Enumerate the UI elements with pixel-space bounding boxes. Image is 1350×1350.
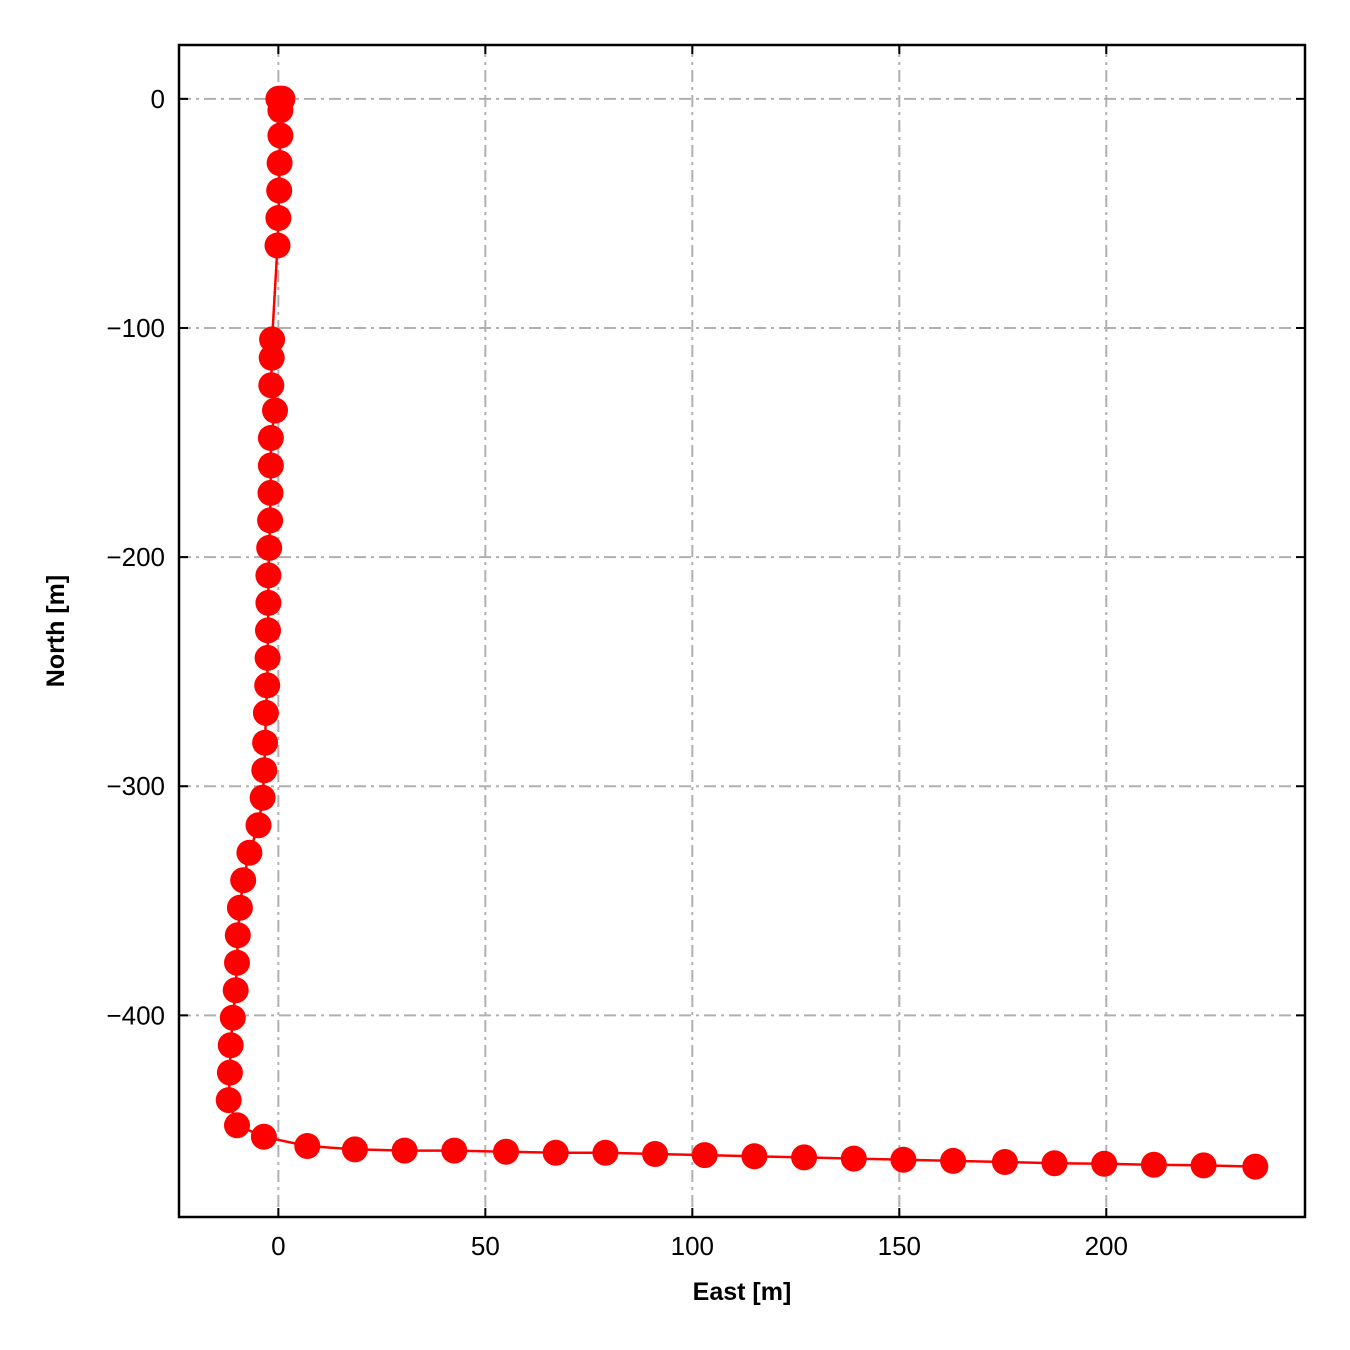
series <box>215 85 1269 1180</box>
data-point <box>890 1146 917 1173</box>
data-point <box>250 1123 277 1150</box>
data-point <box>691 1142 718 1169</box>
y-tick-label: −100 <box>106 313 165 343</box>
data-point <box>219 1004 246 1031</box>
data-point <box>224 922 251 949</box>
data-point <box>258 344 285 371</box>
data-point <box>217 1032 244 1059</box>
data-point <box>252 729 279 756</box>
data-point <box>257 425 284 451</box>
data-point <box>224 949 250 976</box>
data-point <box>262 397 288 424</box>
y-tick-label: −200 <box>106 542 165 572</box>
y-axis-label: North [m] <box>42 575 70 687</box>
data-point <box>251 757 278 784</box>
ticks: 0 50 100 150 200 0 −100 −200 −300 −400 <box>106 45 1305 1261</box>
data-point <box>1190 1152 1217 1179</box>
x-tick-label: 50 <box>471 1231 500 1261</box>
data-point <box>265 205 292 231</box>
data-point <box>791 1144 818 1171</box>
data-point <box>257 507 284 534</box>
data-point <box>1242 1153 1269 1180</box>
data-point <box>226 894 253 921</box>
data-point <box>940 1147 967 1174</box>
y-tick-label: −400 <box>106 1000 165 1030</box>
grid <box>179 45 1305 1217</box>
data-point <box>542 1139 569 1166</box>
data-point <box>267 97 294 124</box>
data-point <box>215 1087 242 1114</box>
data-point <box>258 372 285 399</box>
x-tick-label: 150 <box>878 1231 921 1261</box>
data-point <box>840 1145 867 1172</box>
data-point <box>991 1149 1018 1175</box>
y-tick-label: −300 <box>106 771 165 801</box>
data-point <box>294 1133 321 1159</box>
data-point <box>592 1139 619 1166</box>
data-point <box>259 326 286 353</box>
y-tick-label: 0 <box>151 84 165 114</box>
data-point <box>255 617 281 644</box>
data-point <box>224 1112 250 1139</box>
data-point <box>642 1141 669 1167</box>
x-tick-label: 200 <box>1085 1231 1128 1261</box>
data-point <box>236 839 263 866</box>
data-point <box>222 977 249 1004</box>
plot-frame <box>177 43 1307 1219</box>
data-point <box>493 1138 519 1165</box>
data-point <box>245 812 272 839</box>
data-point <box>230 867 257 894</box>
data-point <box>216 1059 243 1086</box>
data-point <box>441 1137 468 1164</box>
data-point <box>266 177 293 204</box>
data-point <box>249 784 276 811</box>
data-point <box>267 122 294 149</box>
data-point <box>254 672 281 699</box>
series-line <box>227 97 1256 1168</box>
data-point <box>1140 1151 1167 1178</box>
data-point <box>1091 1150 1118 1177</box>
data-point <box>256 534 283 561</box>
data-point <box>741 1143 768 1170</box>
data-point <box>391 1137 418 1164</box>
data-point <box>255 589 282 616</box>
data-point <box>252 699 279 726</box>
data-point <box>257 479 284 506</box>
data-point <box>254 644 281 671</box>
data-point <box>341 1136 368 1163</box>
x-tick-label: 0 <box>271 1231 285 1261</box>
data-point <box>1041 1150 1068 1177</box>
data-point <box>255 562 282 589</box>
x-tick-label: 100 <box>671 1231 714 1261</box>
data-point <box>266 150 293 176</box>
data-point <box>264 232 291 259</box>
data-point <box>257 452 284 479</box>
x-axis-label: East [m] <box>693 1278 792 1306</box>
